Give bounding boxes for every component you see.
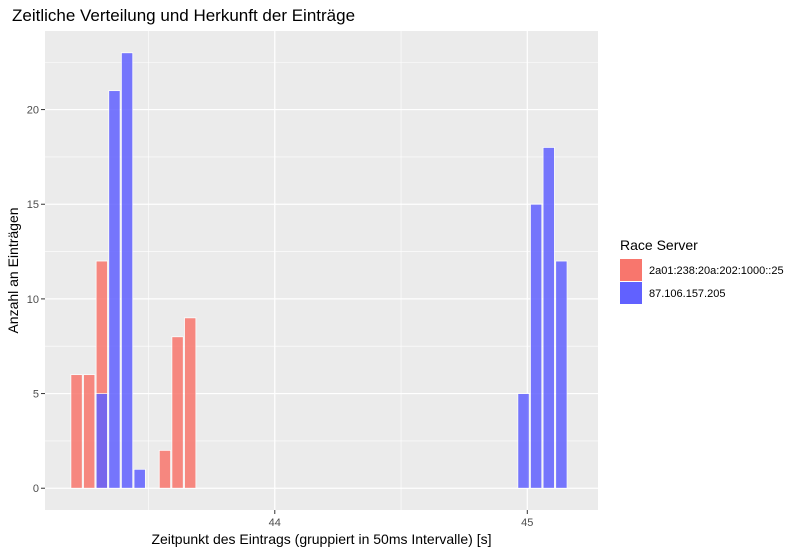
legend-label-series-2: 87.106.157.205 bbox=[649, 288, 725, 300]
bar-series-1 bbox=[171, 336, 184, 489]
x-tick-label: 45 bbox=[521, 517, 533, 529]
bar-series-2 bbox=[108, 90, 121, 489]
x-axis-title: Zeitpunkt des Eintrags (gruppiert in 50m… bbox=[151, 531, 491, 547]
y-tick-label: 0 bbox=[33, 483, 39, 495]
x-tick-label: 44 bbox=[269, 517, 281, 529]
legend-label-series-1: 2a01:238:20a:202:1000::25 bbox=[649, 265, 784, 277]
bar-series-1 bbox=[158, 449, 172, 489]
y-tick-label: 10 bbox=[27, 294, 39, 306]
legend: Race Server 2a01:238:20a:202:1000::25 87… bbox=[620, 237, 784, 304]
bar-series-1 bbox=[70, 374, 83, 489]
grid-minor-lines bbox=[45, 31, 598, 510]
legend-title: Race Server bbox=[620, 237, 698, 253]
bar-series-1 bbox=[83, 374, 96, 489]
bar-series-2 bbox=[120, 52, 134, 489]
bar-series-2 bbox=[95, 393, 108, 489]
grid-major-lines bbox=[45, 31, 598, 510]
bar-series-2 bbox=[517, 393, 530, 489]
y-tick-label: 15 bbox=[27, 199, 39, 211]
bar-series-2 bbox=[530, 203, 543, 489]
y-axis-title: Anzahl an Einträgen bbox=[5, 207, 21, 333]
bar-series-2 bbox=[542, 147, 555, 489]
chart-title: Zeitliche Verteilung und Herkunft der Ei… bbox=[12, 6, 355, 25]
bar-series-1 bbox=[184, 317, 197, 489]
bars bbox=[70, 52, 568, 489]
y-tick-label: 20 bbox=[27, 105, 39, 117]
legend-key-series-1 bbox=[620, 259, 642, 281]
plot-panel bbox=[45, 31, 598, 510]
bar-series-2 bbox=[133, 468, 146, 489]
y-tick-label: 5 bbox=[33, 389, 39, 401]
legend-key-series-2 bbox=[620, 282, 642, 304]
axis-ticks: 44 45 0 5 10 15 20 bbox=[27, 105, 534, 529]
bar-series-2 bbox=[555, 260, 568, 489]
